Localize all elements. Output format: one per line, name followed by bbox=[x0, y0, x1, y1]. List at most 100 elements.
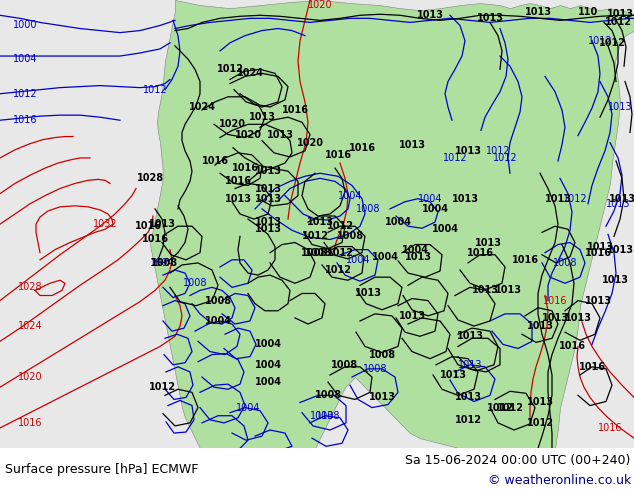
Text: 1016: 1016 bbox=[325, 150, 351, 160]
Text: 1013: 1013 bbox=[477, 13, 503, 24]
Text: 1024: 1024 bbox=[18, 321, 42, 331]
Text: 1000: 1000 bbox=[13, 21, 37, 30]
Text: 1013: 1013 bbox=[608, 102, 632, 112]
Text: 1013: 1013 bbox=[607, 9, 633, 19]
Text: 1016: 1016 bbox=[543, 295, 567, 306]
Text: 1013: 1013 bbox=[224, 194, 252, 204]
Text: 1013: 1013 bbox=[254, 194, 281, 204]
Text: 1012: 1012 bbox=[526, 418, 553, 428]
Text: 110: 110 bbox=[578, 7, 598, 17]
Text: 1013: 1013 bbox=[266, 129, 294, 140]
Text: 1004: 1004 bbox=[254, 340, 281, 349]
Text: 1012: 1012 bbox=[486, 403, 514, 413]
Text: 1012: 1012 bbox=[496, 403, 524, 413]
Text: 1024: 1024 bbox=[236, 69, 264, 78]
Text: 1016: 1016 bbox=[512, 255, 538, 265]
Text: 1013: 1013 bbox=[399, 140, 425, 149]
Text: 1028: 1028 bbox=[18, 282, 42, 293]
Text: 1013: 1013 bbox=[354, 289, 382, 298]
Text: Surface pressure [hPa] ECMWF: Surface pressure [hPa] ECMWF bbox=[5, 463, 198, 476]
Text: 1008: 1008 bbox=[363, 364, 387, 374]
Text: 1008: 1008 bbox=[332, 360, 359, 370]
Text: 1012: 1012 bbox=[493, 153, 517, 163]
Text: 1004: 1004 bbox=[150, 258, 174, 268]
Text: 1016: 1016 bbox=[585, 248, 612, 258]
Text: 1008: 1008 bbox=[152, 258, 179, 268]
Text: © weatheronline.co.uk: © weatheronline.co.uk bbox=[488, 474, 631, 488]
Text: 1013: 1013 bbox=[254, 184, 281, 194]
Text: 1016: 1016 bbox=[349, 143, 375, 153]
Text: 1012: 1012 bbox=[598, 38, 626, 48]
Text: 1013: 1013 bbox=[455, 146, 481, 156]
Text: 1008: 1008 bbox=[356, 204, 380, 214]
Text: 1013: 1013 bbox=[526, 321, 553, 331]
Text: 1012: 1012 bbox=[143, 85, 167, 95]
Text: 1012: 1012 bbox=[216, 64, 243, 74]
Text: 1013: 1013 bbox=[368, 392, 396, 402]
Text: 1013: 1013 bbox=[526, 397, 553, 408]
Text: 1013: 1013 bbox=[472, 285, 498, 295]
Text: 1020: 1020 bbox=[18, 372, 42, 382]
Text: Sa 15-06-2024 00:00 UTC (00+240): Sa 15-06-2024 00:00 UTC (00+240) bbox=[406, 454, 631, 466]
Text: 1013: 1013 bbox=[148, 219, 176, 229]
Text: 1016: 1016 bbox=[13, 115, 37, 125]
Text: 1013: 1013 bbox=[417, 10, 444, 20]
Text: 1004: 1004 bbox=[346, 255, 370, 265]
Text: 1008: 1008 bbox=[316, 411, 340, 421]
Text: 1008: 1008 bbox=[337, 231, 363, 242]
Text: 1004: 1004 bbox=[338, 191, 362, 200]
Text: 1020: 1020 bbox=[307, 0, 332, 10]
Text: 1004: 1004 bbox=[254, 360, 281, 370]
Text: 1024: 1024 bbox=[188, 102, 216, 112]
Text: 1012: 1012 bbox=[148, 382, 176, 392]
Text: 1013: 1013 bbox=[605, 199, 630, 209]
Text: 1020: 1020 bbox=[235, 129, 261, 140]
Text: 1013: 1013 bbox=[455, 392, 481, 402]
Text: 1013: 1013 bbox=[609, 194, 634, 204]
Text: 1016: 1016 bbox=[224, 176, 252, 186]
Text: 1013: 1013 bbox=[586, 242, 614, 251]
Text: 1016: 1016 bbox=[281, 105, 309, 115]
Text: 1004: 1004 bbox=[13, 54, 37, 64]
Text: 1013: 1013 bbox=[458, 360, 482, 370]
Text: 1012: 1012 bbox=[327, 221, 354, 231]
Text: 1004: 1004 bbox=[205, 316, 231, 326]
Text: 1013: 1013 bbox=[474, 238, 501, 247]
Text: 1016: 1016 bbox=[231, 163, 259, 173]
Text: 1012: 1012 bbox=[327, 248, 354, 258]
Text: 1008: 1008 bbox=[553, 258, 577, 268]
Text: 1012: 1012 bbox=[563, 194, 587, 204]
Text: 1013: 1013 bbox=[310, 411, 334, 421]
Text: 1016: 1016 bbox=[467, 248, 493, 258]
Text: 1016: 1016 bbox=[598, 423, 622, 433]
Text: 1016: 1016 bbox=[202, 156, 228, 166]
Text: 1032: 1032 bbox=[93, 219, 117, 229]
Text: 1013: 1013 bbox=[399, 311, 425, 321]
Text: 1016: 1016 bbox=[578, 362, 605, 372]
Text: 1013: 1013 bbox=[404, 252, 432, 262]
Text: 1013: 1013 bbox=[451, 194, 479, 204]
Text: 1012: 1012 bbox=[455, 415, 481, 425]
Text: 1016: 1016 bbox=[134, 221, 162, 231]
Text: 1013: 1013 bbox=[495, 285, 522, 295]
Text: 1013: 1013 bbox=[254, 217, 281, 227]
Text: 1012: 1012 bbox=[486, 146, 510, 156]
Text: 1020: 1020 bbox=[219, 120, 245, 129]
Text: 1012: 1012 bbox=[13, 89, 37, 99]
Text: 1004: 1004 bbox=[432, 224, 458, 234]
Text: 1004: 1004 bbox=[401, 245, 429, 255]
Text: 1013: 1013 bbox=[564, 313, 592, 323]
Text: 1012: 1012 bbox=[302, 231, 328, 242]
Text: 1004: 1004 bbox=[372, 252, 399, 262]
Text: 1004: 1004 bbox=[422, 204, 448, 214]
Text: 1012: 1012 bbox=[443, 153, 467, 163]
Text: 1004: 1004 bbox=[418, 194, 443, 204]
Text: 1004: 1004 bbox=[384, 217, 411, 227]
Text: 1008: 1008 bbox=[304, 248, 332, 258]
Text: 1016: 1016 bbox=[141, 234, 169, 245]
Text: 1012: 1012 bbox=[588, 36, 612, 46]
Text: 1013: 1013 bbox=[439, 370, 467, 380]
Text: 1013: 1013 bbox=[306, 217, 333, 227]
Text: 1016: 1016 bbox=[18, 418, 42, 428]
Text: 1013: 1013 bbox=[524, 7, 552, 17]
